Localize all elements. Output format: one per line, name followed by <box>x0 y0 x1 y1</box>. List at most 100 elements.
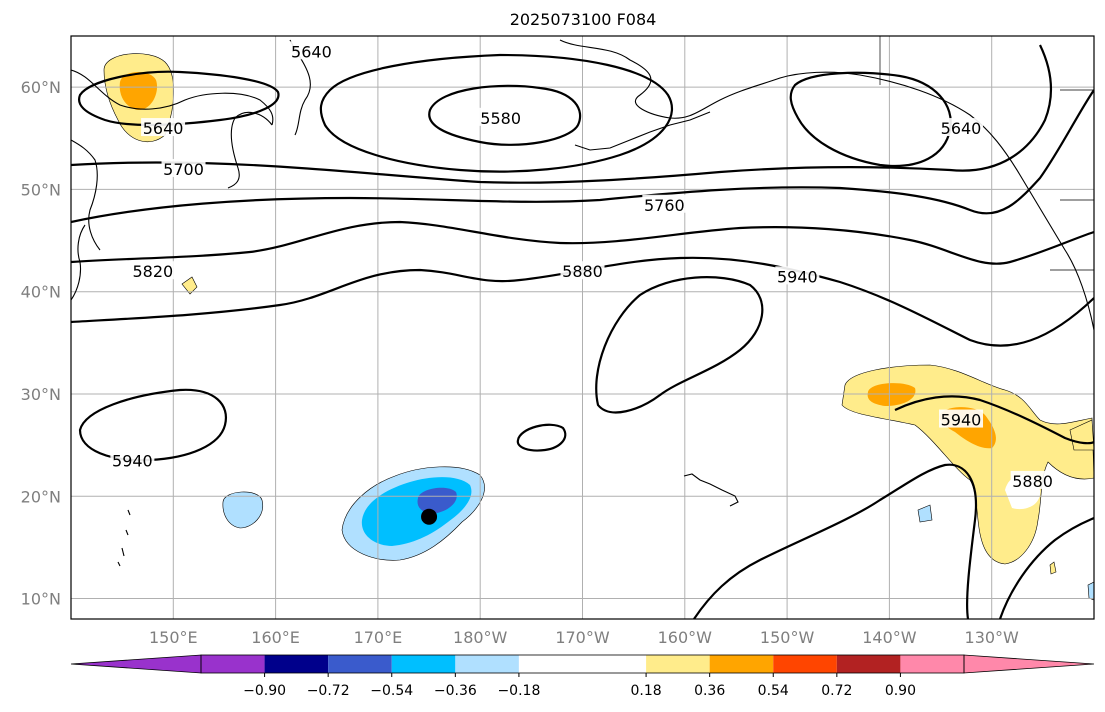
contour-5940 <box>516 423 567 452</box>
contour-5760 <box>71 89 1094 224</box>
contour-5700 <box>71 44 1053 184</box>
contour-label-background <box>775 266 820 285</box>
colorbar-bin <box>455 655 519 673</box>
contour-label: 5640 <box>941 119 982 138</box>
coastline-siberia <box>71 69 274 126</box>
gridlines <box>71 36 1094 619</box>
colorbar-bin <box>836 655 901 673</box>
negative-anomaly-core <box>417 487 457 514</box>
storm-center-marker <box>421 508 438 525</box>
contour-5820 <box>71 220 1094 265</box>
colorbar-bin <box>391 655 456 673</box>
coastline-hawaii <box>683 473 739 507</box>
colorbar-extend-high <box>963 654 1095 674</box>
contour-label: 5940 <box>112 451 153 470</box>
colorbar-tick-label: 0.36 <box>694 683 725 699</box>
x-tick-label: 150°E <box>149 628 198 647</box>
x-tick-label: 180°W <box>453 628 508 647</box>
colorbar-bin <box>646 655 710 673</box>
contour-label: 5880 <box>1012 472 1053 491</box>
map-frame <box>70 35 1095 620</box>
colorbar-bin <box>518 655 647 673</box>
colorbar-tick-label: −0.90 <box>243 683 286 699</box>
figure-title: 2025073100 F084 <box>510 10 657 29</box>
coastline-alaska-northamerica <box>559 39 1094 331</box>
positive-anomaly-core <box>867 383 916 406</box>
colorbar-tick-label: −0.54 <box>370 683 413 699</box>
colorbar-tick-label: −0.36 <box>434 683 477 699</box>
colorbar-bin <box>900 655 964 673</box>
negative-anomaly-area <box>222 491 263 529</box>
contour-label-background <box>478 107 523 126</box>
contour-5880 <box>693 463 978 619</box>
political-borders <box>1050 89 1094 271</box>
y-tick-label: 60°N <box>21 78 61 97</box>
colorbar-tick-label: −0.72 <box>307 683 350 699</box>
contour-label: 5640 <box>291 42 332 61</box>
contour-label: 5880 <box>562 262 603 281</box>
contour-label-background <box>161 158 206 177</box>
contour-label-background <box>289 41 334 60</box>
contour-5640 <box>78 70 280 127</box>
contour-label: 5580 <box>480 109 521 128</box>
contour-5580 <box>428 84 582 146</box>
map-area: 5640 5640 5580 5640 5700 5760 5820 5880 5940 5940… <box>71 36 1094 619</box>
y-tick-label: 10°N <box>21 590 61 609</box>
x-tick-label: 150°W <box>760 628 815 647</box>
positive-anomaly-core <box>119 71 158 110</box>
colorbar-ticks: −0.90 −0.72 −0.54 −0.36 −0.18 0.18 0.36 0.54 0.7… <box>243 673 916 699</box>
contour-label: 5760 <box>644 196 685 215</box>
positive-anomaly-area <box>1049 561 1057 575</box>
x-tick-label: 160°E <box>251 628 300 647</box>
contour-label-background <box>939 118 984 137</box>
y-tick-label: 40°N <box>21 283 61 302</box>
contour-label: 5940 <box>941 411 982 430</box>
positive-anomaly-area <box>181 276 198 295</box>
colorbar-bin <box>709 655 774 673</box>
colorbar-frame <box>200 654 965 674</box>
contour-labels: 5640 5640 5580 5640 5700 5760 5820 5880 5940 5940… <box>110 41 1055 491</box>
contour-5940 <box>894 395 1094 445</box>
colorbar-bin <box>328 655 392 673</box>
contour-label-background <box>110 450 155 469</box>
contour-label-background <box>130 261 175 280</box>
colorbar-bin <box>773 655 837 673</box>
contour-label-background <box>642 194 687 213</box>
colorbar-extend-low <box>70 654 202 674</box>
contour-label: 5820 <box>132 262 173 281</box>
contour-label-background <box>1010 470 1055 489</box>
colorbar-tick-label: 0.18 <box>630 683 661 699</box>
y-tick-label: 20°N <box>21 487 61 506</box>
colorbar-tick-label: 0.72 <box>821 683 852 699</box>
colorbar-tick-label: 0.54 <box>758 683 789 699</box>
colorbar-tick-label: −0.18 <box>497 683 540 699</box>
contour-label: 5700 <box>163 160 204 179</box>
colorbar-bin <box>264 655 329 673</box>
x-tick-label: 170°E <box>354 628 403 647</box>
contour-5640 <box>319 53 674 173</box>
x-tick-label: 160°W <box>658 628 713 647</box>
colorbar-bin <box>201 655 265 673</box>
x-tick-label: 130°W <box>965 628 1020 647</box>
contour-label-background <box>939 409 984 428</box>
contour-5640 <box>789 71 952 168</box>
x-tick-label: 170°W <box>555 628 610 647</box>
coastline-aleutians <box>574 111 711 151</box>
coastline-okhotsk <box>71 139 101 251</box>
negative-anomaly-area <box>917 504 933 523</box>
x-axis-ticks: 150°E 160°E 170°E 180°W 170°W 160°W 150°W 140°W… <box>149 628 1019 647</box>
y-tick-label: 30°N <box>21 385 61 404</box>
x-tick-label: 140°W <box>862 628 917 647</box>
coastline-marianas <box>117 509 131 567</box>
contour-5940 <box>595 276 764 414</box>
contour-label-background <box>560 261 605 280</box>
negative-anomaly-area <box>1087 581 1094 601</box>
contour-label-background <box>141 118 186 137</box>
y-tick-label: 50°N <box>21 180 61 199</box>
colorbar <box>70 654 1095 674</box>
y-axis-ticks: 10°N 20°N 30°N 40°N 50°N 60°N <box>21 78 61 608</box>
contour-label: 5940 <box>777 267 818 286</box>
contour-5880 <box>998 517 1094 619</box>
contour-label: 5640 <box>143 119 184 138</box>
